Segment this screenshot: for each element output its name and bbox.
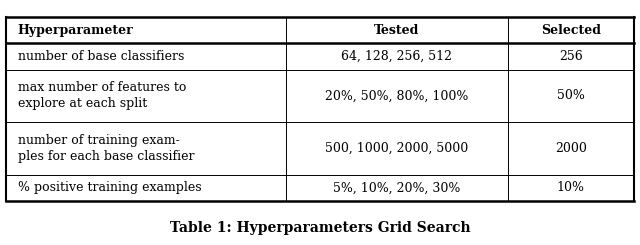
Text: number of training exam-
ples for each base classifier: number of training exam- ples for each b… [18,134,195,163]
Text: Tested: Tested [374,24,419,37]
Text: number of base classifiers: number of base classifiers [18,50,184,63]
Text: 5%, 10%, 20%, 30%: 5%, 10%, 20%, 30% [333,181,461,194]
Text: max number of features to
explore at each split: max number of features to explore at eac… [18,81,186,110]
Bar [6,17,634,43]
Text: 2000: 2000 [555,142,587,155]
Text: Hyperparameter: Hyperparameter [18,24,134,37]
Text: 20%, 50%, 80%, 100%: 20%, 50%, 80%, 100% [325,89,468,102]
Text: 10%: 10% [557,181,585,194]
Text: 50%: 50% [557,89,585,102]
Text: 64, 128, 256, 512: 64, 128, 256, 512 [341,50,452,63]
Text: 256: 256 [559,50,583,63]
Text: Selected: Selected [541,24,601,37]
Text: 500, 1000, 2000, 5000: 500, 1000, 2000, 5000 [325,142,468,155]
Text: % positive training examples: % positive training examples [18,181,202,194]
Text: Table 1: Hyperparameters Grid Search: Table 1: Hyperparameters Grid Search [170,221,470,235]
